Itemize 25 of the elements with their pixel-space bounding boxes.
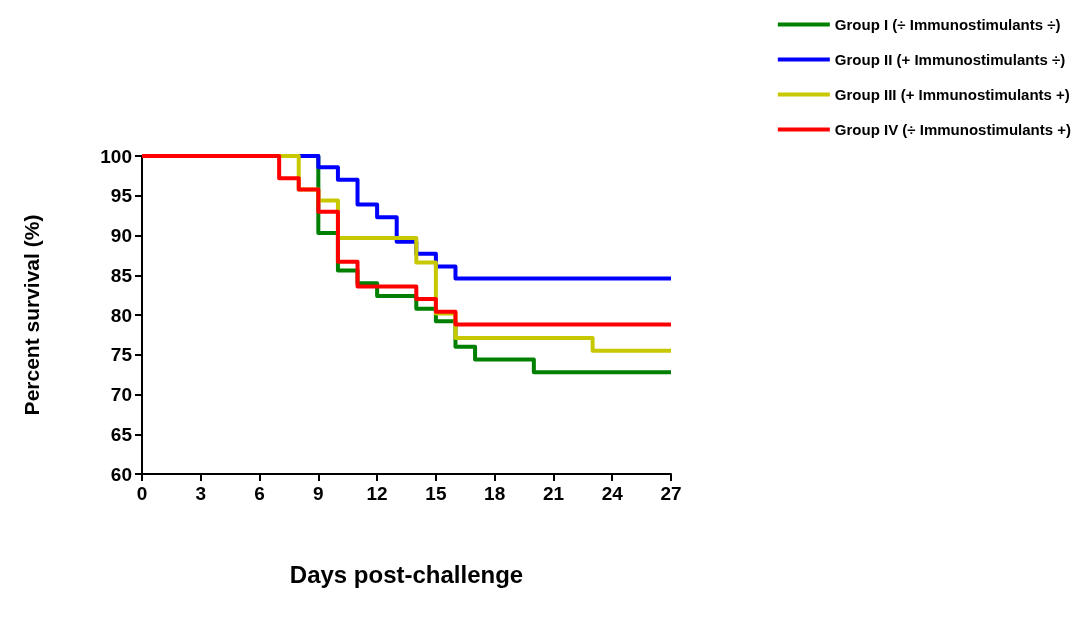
y-tick-label: 85 bbox=[110, 264, 133, 286]
y-tick-label: 75 bbox=[110, 344, 133, 366]
x-tick-label: 18 bbox=[484, 483, 506, 504]
y-tick-label: 70 bbox=[110, 384, 132, 405]
y-tick-label: 60 bbox=[110, 463, 132, 485]
legend-label: Group II (+ Immunostimulants ÷) bbox=[834, 51, 1066, 68]
x-tick-label: 15 bbox=[425, 483, 447, 504]
x-tick-label: 9 bbox=[313, 483, 324, 504]
x-tick-label: 0 bbox=[136, 483, 148, 504]
x-tick-label: 21 bbox=[542, 483, 565, 504]
x-tick-label: 6 bbox=[254, 483, 265, 504]
legend-label: Group I (÷ Immunostimulants ÷) bbox=[834, 16, 1061, 33]
legend-label: Group IV (÷ Immunostimulants +) bbox=[834, 121, 1072, 138]
y-tick-label: 100 bbox=[100, 145, 132, 167]
x-tick-label: 12 bbox=[366, 483, 388, 504]
x-tick-label: 24 bbox=[601, 483, 624, 504]
y-tick-label: 65 bbox=[110, 423, 133, 445]
x-tick-label: 3 bbox=[195, 483, 207, 504]
y-tick-label: 90 bbox=[110, 225, 132, 246]
legend-label: Group III (+ Immunostimulants +) bbox=[834, 86, 1070, 103]
x-axis-title: Days post-challenge bbox=[289, 560, 524, 588]
y-tick-label: 80 bbox=[110, 304, 132, 326]
y-axis-title: Percent survival (%) bbox=[20, 214, 43, 416]
x-tick-label: 27 bbox=[660, 483, 682, 504]
y-tick-label: 95 bbox=[110, 185, 133, 207]
